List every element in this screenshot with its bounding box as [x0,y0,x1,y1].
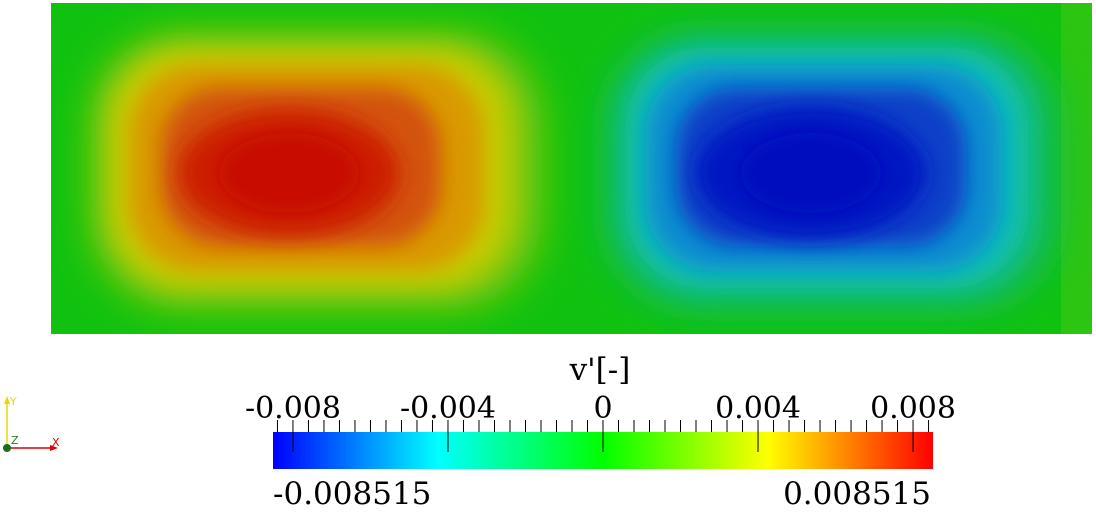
y-axis-label: Y [9,395,17,408]
edge-field [1061,3,1092,334]
axes-triad: Y Z X [0,392,70,462]
colorbar-tick-label: 0 [593,391,613,426]
y-axis-arrow [4,396,10,404]
z-axis-dot [3,444,11,452]
z-axis-label: Z [11,434,19,447]
field-plot-svg [51,3,1092,334]
axes-triad-svg: Y Z X [3,395,60,452]
colorbar-ticks [276,420,930,452]
negative-cell [606,33,1056,308]
positive-cell [91,33,541,308]
x-axis-label: X [52,436,60,449]
x-axis-arrow [50,445,58,451]
colorbar-range-min: -0.008515 [273,476,432,512]
colorbar-svg [273,420,933,469]
colorbar-title: v'[-] [569,352,631,388]
field-plot [51,3,1092,334]
colorbar [273,420,933,470]
colorbar-range-max: 0.008515 [783,476,931,512]
